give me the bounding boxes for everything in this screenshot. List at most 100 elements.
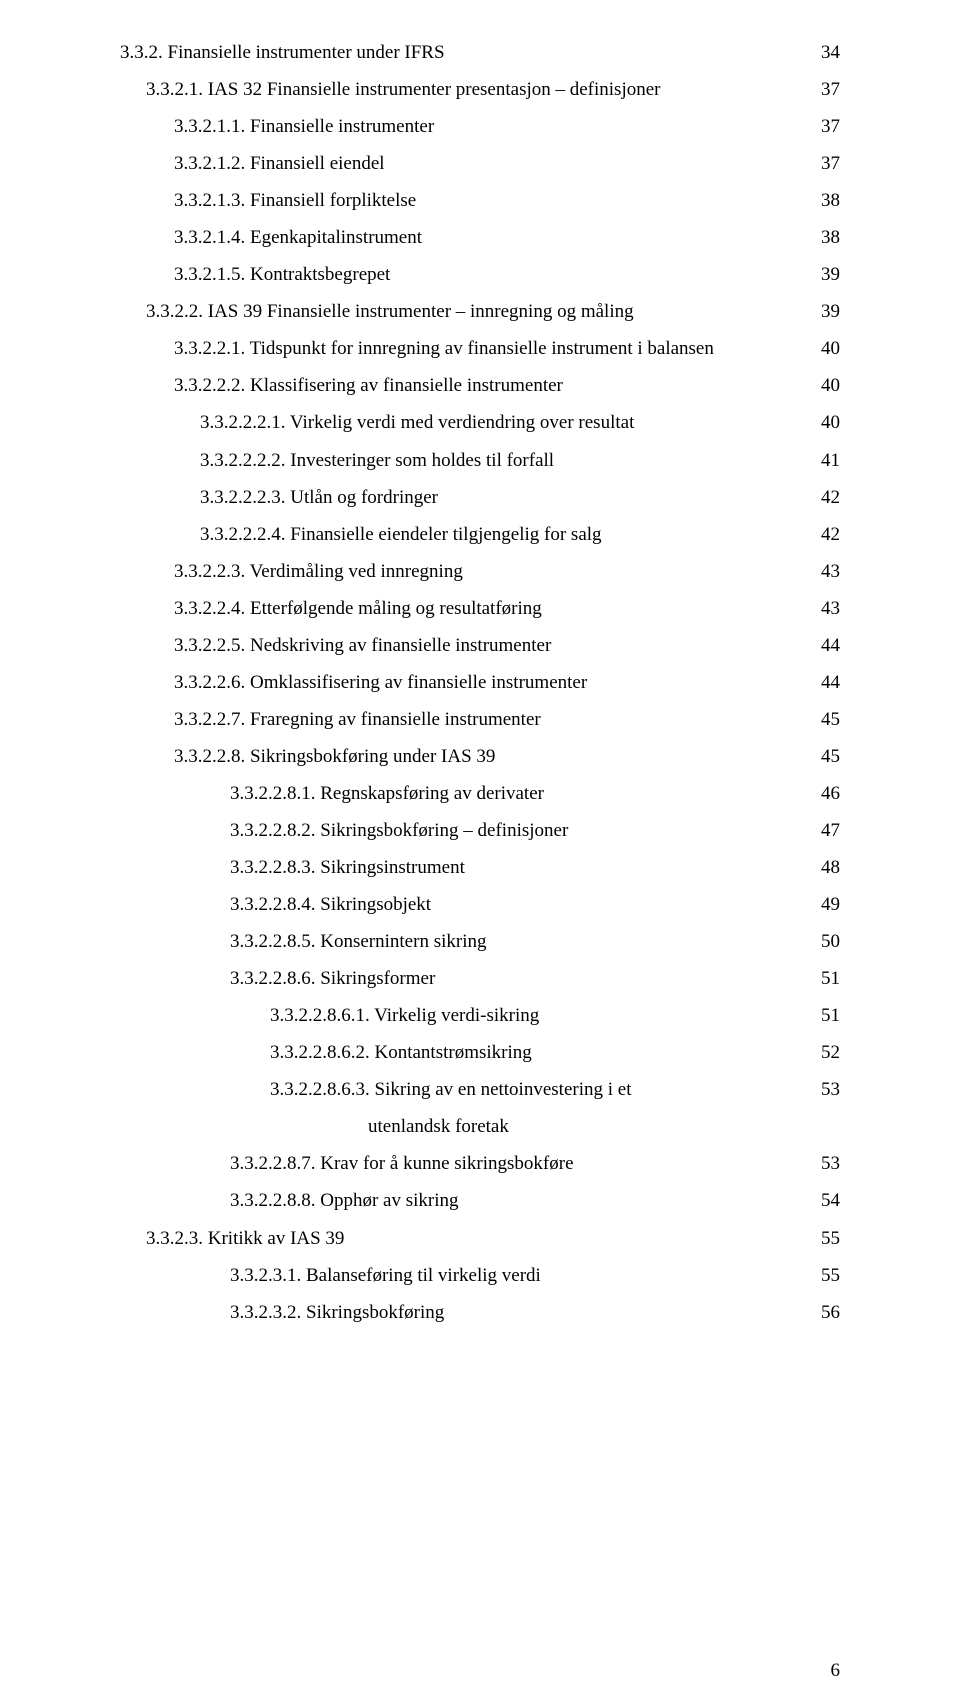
toc-entry: 3.3.2. Finansielle instrumenter under IF… bbox=[120, 34, 840, 71]
toc-entry-label: 3.3.2.1.4. Egenkapitalinstrument bbox=[174, 219, 812, 256]
toc-entry-label: 3.3.2.2.8.5. Konsernintern sikring bbox=[230, 923, 812, 960]
toc-entry: 3.3.2.2.8.5. Konsernintern sikring50 bbox=[120, 923, 840, 960]
toc-entry: 3.3.2.1.4. Egenkapitalinstrument38 bbox=[120, 219, 840, 256]
toc-entry-label: 3.3.2.2.7. Fraregning av finansielle ins… bbox=[174, 701, 812, 738]
toc-entry-page: 40 bbox=[812, 330, 840, 367]
toc-entry: 3.3.2.2.8.2. Sikringsbokføring – definis… bbox=[120, 812, 840, 849]
toc-entry-page: 38 bbox=[812, 182, 840, 219]
toc-entry-page: 44 bbox=[812, 627, 840, 664]
toc-entry-label: 3.3.2.2.2.2. Investeringer som holdes ti… bbox=[200, 442, 812, 479]
toc-entry-page: 51 bbox=[812, 960, 840, 997]
toc-entry: 3.3.2.2.8.8. Opphør av sikring54 bbox=[120, 1182, 840, 1219]
toc-entry-page: 41 bbox=[812, 442, 840, 479]
toc-entry-page: 54 bbox=[812, 1182, 840, 1219]
toc-entry-label: 3.3.2.1.2. Finansiell eiendel bbox=[174, 145, 812, 182]
toc-entry: 3.3.2.3.1. Balanseføring til virkelig ve… bbox=[120, 1257, 840, 1294]
toc-entry: 3.3.2.2.8.7. Krav for å kunne sikringsbo… bbox=[120, 1145, 840, 1182]
toc-entry: 3.3.2.1.3. Finansiell forpliktelse38 bbox=[120, 182, 840, 219]
toc-entry-label: 3.3.2.2.8.4. Sikringsobjekt bbox=[230, 886, 812, 923]
toc-entry-label: 3.3.2. Finansielle instrumenter under IF… bbox=[120, 34, 812, 71]
toc-entry-page: 49 bbox=[812, 886, 840, 923]
toc-entry: 3.3.2.2.1. Tidspunkt for innregning av f… bbox=[120, 330, 840, 367]
toc-entry-label: 3.3.2.1.5. Kontraktsbegrepet bbox=[174, 256, 812, 293]
toc-entry-page: 56 bbox=[812, 1294, 840, 1331]
toc-entry-label: 3.3.2.2.8.8. Opphør av sikring bbox=[230, 1182, 812, 1219]
toc-entry: 3.3.2.1.1. Finansielle instrumenter37 bbox=[120, 108, 840, 145]
toc-entry: 3.3.2.3.2. Sikringsbokføring56 bbox=[120, 1294, 840, 1331]
toc-entry-label: 3.3.2.2.8.7. Krav for å kunne sikringsbo… bbox=[230, 1145, 812, 1182]
toc-entry: 3.3.2.2.7. Fraregning av finansielle ins… bbox=[120, 701, 840, 738]
toc-entry: 3.3.2.2. IAS 39 Finansielle instrumenter… bbox=[120, 293, 840, 330]
toc-entry: 3.3.2.2.8.3. Sikringsinstrument48 bbox=[120, 849, 840, 886]
toc-entry-label: 3.3.2.2.6. Omklassifisering av finansiel… bbox=[174, 664, 812, 701]
toc-entry-page: 55 bbox=[812, 1220, 840, 1257]
toc-entry-page: 39 bbox=[812, 256, 840, 293]
page-number: 6 bbox=[831, 1660, 841, 1682]
toc-entry-label: 3.3.2.2.5. Nedskriving av finansielle in… bbox=[174, 627, 812, 664]
toc-entry: 3.3.2.2.2.2. Investeringer som holdes ti… bbox=[120, 442, 840, 479]
toc-entry: 3.3.2.2.8.6. Sikringsformer51 bbox=[120, 960, 840, 997]
toc-entry-label: 3.3.2.2.8. Sikringsbokføring under IAS 3… bbox=[174, 738, 812, 775]
toc-entry-page: 48 bbox=[812, 849, 840, 886]
toc-entry-page: 53 bbox=[812, 1145, 840, 1182]
toc-entry-page: 37 bbox=[812, 108, 840, 145]
toc-entry-page: 45 bbox=[812, 738, 840, 775]
toc-entry: 3.3.2.2.3. Verdimåling ved innregning43 bbox=[120, 553, 840, 590]
toc-entry: 3.3.2.2.8. Sikringsbokføring under IAS 3… bbox=[120, 738, 840, 775]
toc-entry-page: 55 bbox=[812, 1257, 840, 1294]
toc-entry: 3.3.2.2.2. Klassifisering av finansielle… bbox=[120, 367, 840, 404]
toc-entry-label: 3.3.2.2.8.6.1. Virkelig verdi-sikring bbox=[270, 997, 812, 1034]
toc-entry-label: 3.3.2.2.2.4. Finansielle eiendeler tilgj… bbox=[200, 516, 812, 553]
document-page: 3.3.2. Finansielle instrumenter under IF… bbox=[0, 0, 960, 1706]
toc-entry-page: 37 bbox=[812, 71, 840, 108]
toc-entry: 3.3.2.2.2.4. Finansielle eiendeler tilgj… bbox=[120, 516, 840, 553]
toc-entry-label: 3.3.2.2.8.2. Sikringsbokføring – definis… bbox=[230, 812, 812, 849]
toc-entry-page: 42 bbox=[812, 479, 840, 516]
toc-entry: 3.3.2.2.4. Etterfølgende måling og resul… bbox=[120, 590, 840, 627]
toc-entry: 3.3.2.1.5. Kontraktsbegrepet39 bbox=[120, 256, 840, 293]
toc-entry-label: 3.3.2.2.2.3. Utlån og fordringer bbox=[200, 479, 812, 516]
toc-entry: 3.3.2.2.2.1. Virkelig verdi med verdiend… bbox=[120, 404, 840, 441]
toc-entry-page: 37 bbox=[812, 145, 840, 182]
toc-entry: 3.3.2.1. IAS 32 Finansielle instrumenter… bbox=[120, 71, 840, 108]
toc-entry-page: 46 bbox=[812, 775, 840, 812]
toc-entry: 3.3.2.2.2.3. Utlån og fordringer42 bbox=[120, 479, 840, 516]
toc-entry-label: 3.3.2.2.8.1. Regnskapsføring av derivate… bbox=[230, 775, 812, 812]
toc-entry-label: 3.3.2.2.3. Verdimåling ved innregning bbox=[174, 553, 812, 590]
toc-entry: 3.3.2.2.6. Omklassifisering av finansiel… bbox=[120, 664, 840, 701]
toc-entry-page: 40 bbox=[812, 404, 840, 441]
toc-entry-page: 47 bbox=[812, 812, 840, 849]
toc-entry-label: 3.3.2.2.8.6.3. Sikring av en nettoinvest… bbox=[270, 1071, 812, 1108]
toc-entry: 3.3.2.2.8.4. Sikringsobjekt49 bbox=[120, 886, 840, 923]
toc-entry-page: 52 bbox=[812, 1034, 840, 1071]
toc-entry-label: 3.3.2.2.2. Klassifisering av finansielle… bbox=[174, 367, 812, 404]
toc-entry: 3.3.2.3. Kritikk av IAS 3955 bbox=[120, 1220, 840, 1257]
toc-entry: 3.3.2.2.5. Nedskriving av finansielle in… bbox=[120, 627, 840, 664]
toc-entry-page: 45 bbox=[812, 701, 840, 738]
toc-entry-page: 44 bbox=[812, 664, 840, 701]
toc-entry-label: 3.3.2.3.2. Sikringsbokføring bbox=[230, 1294, 812, 1331]
toc-entry-page: 53 bbox=[812, 1071, 840, 1108]
toc-entry-page: 43 bbox=[812, 553, 840, 590]
toc-entry-label: 3.3.2.2. IAS 39 Finansielle instrumenter… bbox=[146, 293, 812, 330]
toc-entry: 3.3.2.2.8.6.2. Kontantstrømsikring52 bbox=[120, 1034, 840, 1071]
toc-entry-label: 3.3.2.2.2.1. Virkelig verdi med verdiend… bbox=[200, 404, 812, 441]
toc-entry-label: 3.3.2.1.3. Finansiell forpliktelse bbox=[174, 182, 812, 219]
toc-entry-label: 3.3.2.3.1. Balanseføring til virkelig ve… bbox=[230, 1257, 812, 1294]
toc-entry-continuation: utenlandsk foretak bbox=[368, 1108, 840, 1145]
toc-entry-page: 38 bbox=[812, 219, 840, 256]
toc-entry-label: 3.3.2.2.4. Etterfølgende måling og resul… bbox=[174, 590, 812, 627]
toc-entry-label: 3.3.2.2.8.6. Sikringsformer bbox=[230, 960, 812, 997]
toc-entry-label: 3.3.2.2.1. Tidspunkt for innregning av f… bbox=[174, 330, 812, 367]
toc-entry: 3.3.2.2.8.6.3. Sikring av en nettoinvest… bbox=[120, 1071, 840, 1108]
toc-entry-page: 51 bbox=[812, 997, 840, 1034]
toc-entry-page: 50 bbox=[812, 923, 840, 960]
toc-entry-page: 43 bbox=[812, 590, 840, 627]
toc-entry-label: 3.3.2.1. IAS 32 Finansielle instrumenter… bbox=[146, 71, 812, 108]
toc-entry: 3.3.2.1.2. Finansiell eiendel37 bbox=[120, 145, 840, 182]
toc-entry-label: 3.3.2.2.8.3. Sikringsinstrument bbox=[230, 849, 812, 886]
toc-entry: 3.3.2.2.8.6.1. Virkelig verdi-sikring51 bbox=[120, 997, 840, 1034]
toc-entry-page: 34 bbox=[812, 34, 840, 71]
toc-entry-page: 40 bbox=[812, 367, 840, 404]
toc-entry-page: 39 bbox=[812, 293, 840, 330]
